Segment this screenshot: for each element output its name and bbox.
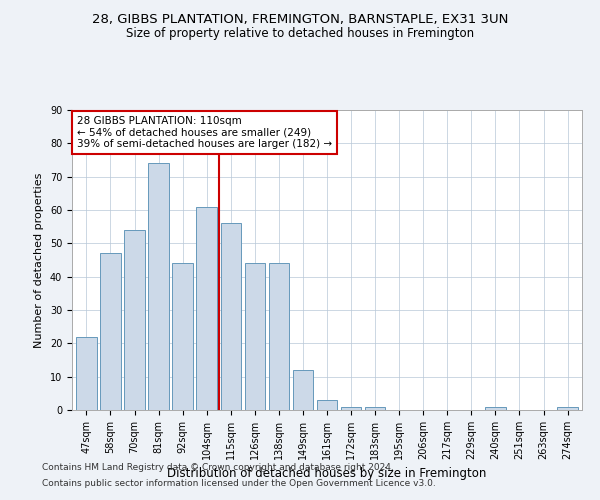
Bar [365, 406, 385, 410]
Y-axis label: Number of detached properties: Number of detached properties [34, 172, 44, 348]
Text: 28 GIBBS PLANTATION: 110sqm
← 54% of detached houses are smaller (249)
39% of se: 28 GIBBS PLANTATION: 110sqm ← 54% of det… [77, 116, 332, 149]
Text: Contains HM Land Registry data © Crown copyright and database right 2024.: Contains HM Land Registry data © Crown c… [42, 464, 394, 472]
Bar [557, 406, 578, 410]
Bar [172, 264, 193, 410]
Bar [341, 406, 361, 410]
Bar [76, 336, 97, 410]
Text: 28, GIBBS PLANTATION, FREMINGTON, BARNSTAPLE, EX31 3UN: 28, GIBBS PLANTATION, FREMINGTON, BARNST… [92, 12, 508, 26]
Bar [196, 206, 217, 410]
Text: Contains public sector information licensed under the Open Government Licence v3: Contains public sector information licen… [42, 478, 436, 488]
Bar [124, 230, 145, 410]
X-axis label: Distribution of detached houses by size in Fremington: Distribution of detached houses by size … [167, 468, 487, 480]
Bar [317, 400, 337, 410]
Bar [100, 254, 121, 410]
Text: Size of property relative to detached houses in Fremington: Size of property relative to detached ho… [126, 28, 474, 40]
Bar [221, 224, 241, 410]
Bar [485, 406, 506, 410]
Bar [269, 264, 289, 410]
Bar [148, 164, 169, 410]
Bar [245, 264, 265, 410]
Bar [293, 370, 313, 410]
